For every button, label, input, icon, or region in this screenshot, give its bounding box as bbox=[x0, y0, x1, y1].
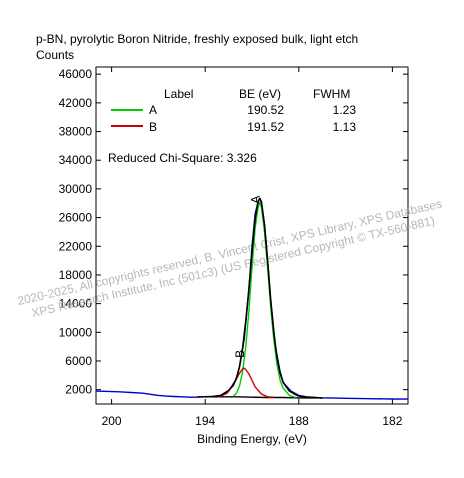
x-axis-label: Binding Energy, (eV) bbox=[197, 432, 307, 446]
x-tick-label: 200 bbox=[102, 414, 122, 428]
legend-header-label: Label bbox=[164, 87, 193, 101]
y-tick-label: 38000 bbox=[59, 125, 93, 139]
y-tick-label: 46000 bbox=[59, 67, 93, 81]
x-axis-ticks: 200 194 188 182 bbox=[102, 67, 403, 428]
y-tick-label: 22000 bbox=[59, 239, 93, 253]
y-tick-label: 10000 bbox=[59, 325, 93, 339]
y-axis-label: Counts bbox=[36, 48, 74, 62]
legend-header-fwhm: FWHM bbox=[313, 87, 350, 101]
legend-fwhm-a: 1.23 bbox=[333, 103, 357, 117]
legend-label-b: B bbox=[149, 120, 157, 134]
y-tick-label: 2000 bbox=[65, 383, 92, 397]
chart-title: p-BN, pyrolytic Boron Nitride, freshly e… bbox=[36, 32, 358, 46]
y-tick-label: 26000 bbox=[59, 211, 93, 225]
peak-label-b: B bbox=[233, 350, 247, 358]
x-tick-label: 188 bbox=[289, 414, 309, 428]
y-tick-label: 14000 bbox=[59, 297, 93, 311]
series-line-A bbox=[232, 202, 296, 399]
y-tick-label: 6000 bbox=[65, 354, 92, 368]
legend-label-a: A bbox=[149, 103, 157, 117]
y-tick-label: 18000 bbox=[59, 268, 93, 282]
y-tick-label: 34000 bbox=[59, 153, 93, 167]
legend-header-be: BE (eV) bbox=[239, 87, 281, 101]
x-tick-label: 182 bbox=[382, 414, 402, 428]
plot-frame bbox=[95, 66, 409, 405]
y-tick-label: 42000 bbox=[59, 96, 93, 110]
y-tick-label: 30000 bbox=[59, 182, 93, 196]
series-line-envelope bbox=[205, 197, 323, 399]
legend-fwhm-b: 1.13 bbox=[333, 120, 357, 134]
legend-be-a: 190.52 bbox=[247, 103, 284, 117]
peak-label-a: A bbox=[248, 196, 262, 204]
data-series bbox=[95, 197, 409, 400]
watermark-line-2: XPS Research Institute, Inc (501c3) (US … bbox=[30, 214, 436, 321]
legend: Label BE (eV) FWHM A 190.52 1.23 B 191.5… bbox=[111, 87, 356, 134]
legend-be-b: 191.52 bbox=[247, 120, 284, 134]
x-tick-label: 194 bbox=[195, 414, 215, 428]
peak-labels: AB bbox=[233, 196, 263, 358]
chi-square-text: Reduced Chi-Square: 3.326 bbox=[108, 151, 257, 165]
y-axis-ticks: 2000 6000 10000 14000 18000 22000 26000 30000 34… bbox=[59, 67, 408, 397]
